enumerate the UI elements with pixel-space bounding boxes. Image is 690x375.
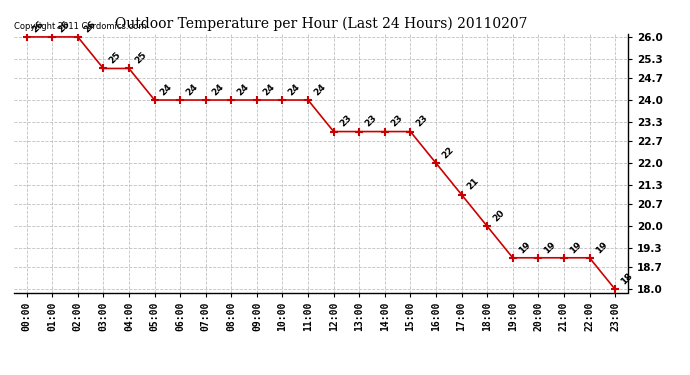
Text: 21: 21 xyxy=(466,177,481,192)
Text: 23: 23 xyxy=(364,114,379,129)
Text: 26: 26 xyxy=(31,19,46,34)
Text: 18: 18 xyxy=(619,272,635,286)
Text: 23: 23 xyxy=(415,114,430,129)
Text: 20: 20 xyxy=(491,209,506,224)
Text: 24: 24 xyxy=(184,82,199,97)
Text: 26: 26 xyxy=(57,19,72,34)
Text: 22: 22 xyxy=(440,145,455,160)
Text: 25: 25 xyxy=(133,51,148,66)
Text: 24: 24 xyxy=(235,82,250,97)
Text: 23: 23 xyxy=(389,114,404,129)
Text: 24: 24 xyxy=(312,82,328,97)
Text: 24: 24 xyxy=(210,82,225,97)
Text: Copyright 2011 Cardomics.com: Copyright 2011 Cardomics.com xyxy=(14,22,146,31)
Text: 24: 24 xyxy=(159,82,174,97)
Text: 19: 19 xyxy=(568,240,583,255)
Text: 19: 19 xyxy=(517,240,532,255)
Text: 19: 19 xyxy=(542,240,558,255)
Text: 24: 24 xyxy=(261,82,276,97)
Text: 25: 25 xyxy=(108,51,123,66)
Text: 26: 26 xyxy=(82,19,97,34)
Title: Outdoor Temperature per Hour (Last 24 Hours) 20110207: Outdoor Temperature per Hour (Last 24 Ho… xyxy=(115,17,527,31)
Text: 19: 19 xyxy=(593,240,609,255)
Text: 23: 23 xyxy=(338,114,353,129)
Text: 24: 24 xyxy=(286,82,302,97)
